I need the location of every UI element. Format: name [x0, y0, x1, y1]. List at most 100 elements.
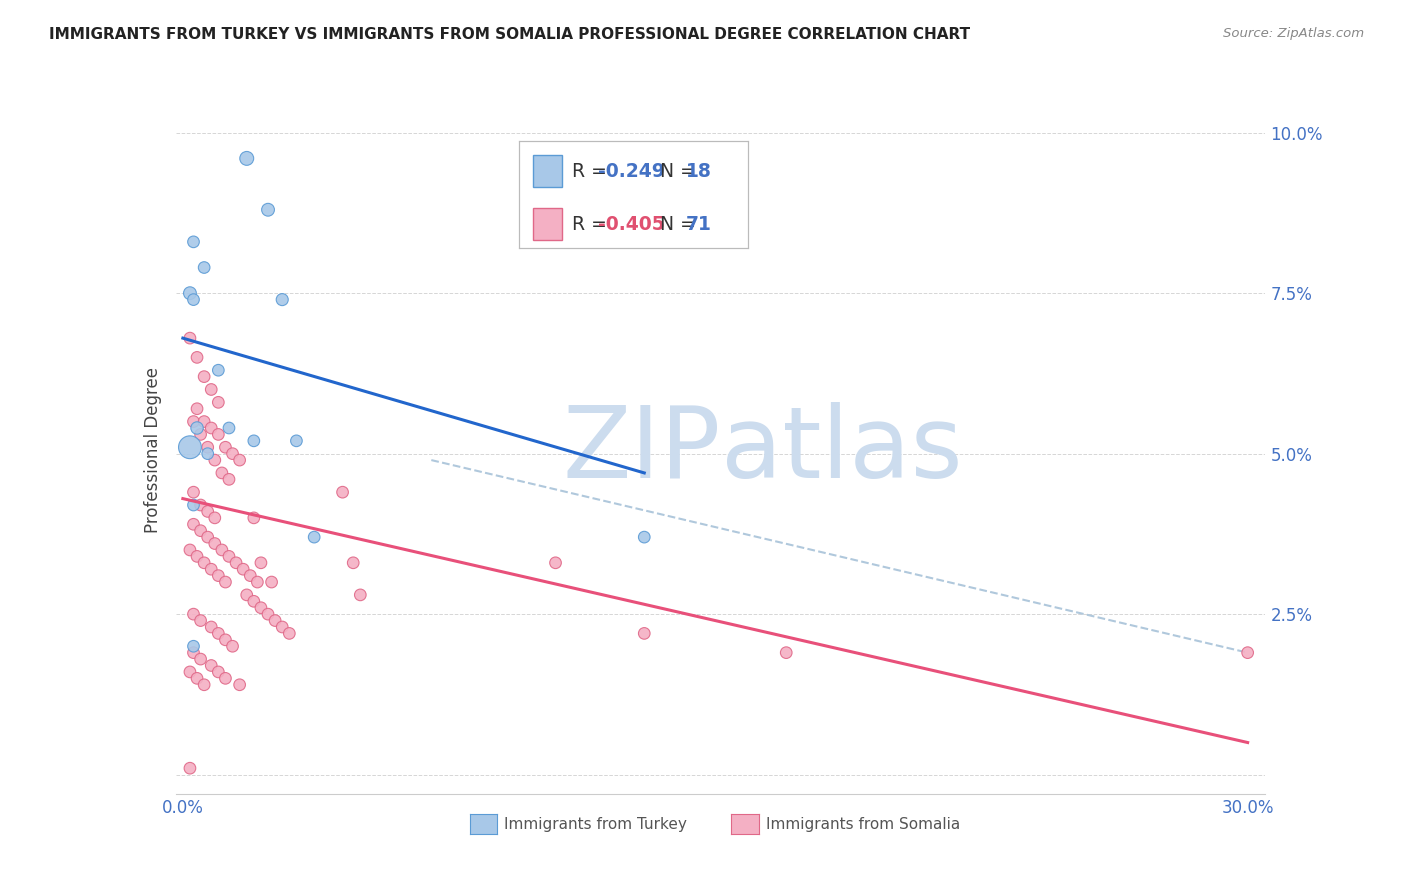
Point	[193, 678, 215, 692]
Point	[183, 498, 205, 512]
Point	[218, 421, 240, 435]
Text: Source: ZipAtlas.com: Source: ZipAtlas.com	[1223, 27, 1364, 40]
Point	[190, 652, 212, 666]
Point	[211, 543, 233, 558]
Text: IMMIGRANTS FROM TURKEY VS IMMIGRANTS FROM SOMALIA PROFESSIONAL DEGREE CORRELATIO: IMMIGRANTS FROM TURKEY VS IMMIGRANTS FRO…	[49, 27, 970, 42]
Point	[544, 556, 567, 570]
Point	[207, 626, 229, 640]
Text: R =: R =	[572, 161, 613, 181]
Point	[260, 575, 283, 590]
Point	[218, 549, 240, 564]
Point	[214, 632, 236, 647]
Point	[243, 434, 266, 448]
Point	[200, 658, 222, 673]
Point	[200, 620, 222, 634]
Point	[332, 485, 354, 500]
Point	[186, 401, 208, 416]
Point	[183, 415, 205, 429]
Point	[197, 447, 219, 461]
Text: Immigrants from Somalia: Immigrants from Somalia	[766, 817, 960, 831]
Point	[193, 369, 215, 384]
Point	[349, 588, 371, 602]
Point	[183, 485, 205, 500]
Point	[214, 575, 236, 590]
Point	[207, 395, 229, 409]
Point	[179, 761, 201, 775]
Point	[200, 562, 222, 576]
Point	[221, 447, 243, 461]
Point	[207, 665, 229, 679]
Point	[179, 543, 201, 558]
Point	[228, 453, 250, 467]
Text: atlas: atlas	[721, 402, 962, 499]
Text: R =: R =	[572, 215, 613, 234]
Text: N =: N =	[648, 161, 702, 181]
Point	[264, 614, 287, 628]
Point	[197, 530, 219, 544]
Point	[225, 556, 247, 570]
Point	[257, 607, 280, 622]
Point	[183, 293, 205, 307]
Text: 71: 71	[686, 215, 711, 234]
Point	[190, 614, 212, 628]
Point	[250, 556, 273, 570]
Point	[239, 568, 262, 582]
Bar	[533, 209, 562, 240]
Point	[250, 600, 273, 615]
Point	[204, 536, 226, 550]
Point	[204, 453, 226, 467]
Point	[235, 588, 257, 602]
Point	[214, 671, 236, 685]
Point	[207, 568, 229, 582]
Point	[278, 626, 301, 640]
Point	[183, 639, 205, 653]
Point	[193, 260, 215, 275]
Point	[193, 415, 215, 429]
Point	[179, 665, 201, 679]
Point	[211, 466, 233, 480]
Point	[200, 421, 222, 435]
Point	[183, 646, 205, 660]
Point	[246, 575, 269, 590]
Point	[775, 646, 797, 660]
Point	[633, 530, 655, 544]
Point	[190, 498, 212, 512]
Point	[243, 511, 266, 525]
Point	[186, 549, 208, 564]
Point	[228, 678, 250, 692]
Point	[257, 202, 280, 217]
Point	[204, 511, 226, 525]
Text: 18: 18	[686, 161, 711, 181]
Point	[193, 556, 215, 570]
Point	[179, 331, 201, 345]
Point	[342, 556, 364, 570]
Point	[218, 472, 240, 486]
Point	[1236, 646, 1258, 660]
Point	[190, 524, 212, 538]
Point	[207, 363, 229, 377]
Point	[183, 517, 205, 532]
Point	[285, 434, 308, 448]
Point	[207, 427, 229, 442]
Point	[271, 293, 294, 307]
Point	[186, 671, 208, 685]
Point	[179, 286, 201, 301]
Point	[183, 607, 205, 622]
Point	[190, 427, 212, 442]
Point	[183, 235, 205, 249]
Point	[235, 152, 257, 166]
Y-axis label: Professional Degree: Professional Degree	[143, 368, 162, 533]
Point	[200, 383, 222, 397]
Point	[243, 594, 266, 608]
Point	[221, 639, 243, 653]
Text: -0.249: -0.249	[598, 161, 665, 181]
Point	[197, 504, 219, 518]
Point	[186, 351, 208, 365]
Point	[214, 440, 236, 454]
Text: N =: N =	[648, 215, 702, 234]
Point	[271, 620, 294, 634]
Point	[179, 440, 201, 454]
Point	[186, 421, 208, 435]
Point	[197, 440, 219, 454]
Text: Immigrants from Turkey: Immigrants from Turkey	[505, 817, 688, 831]
